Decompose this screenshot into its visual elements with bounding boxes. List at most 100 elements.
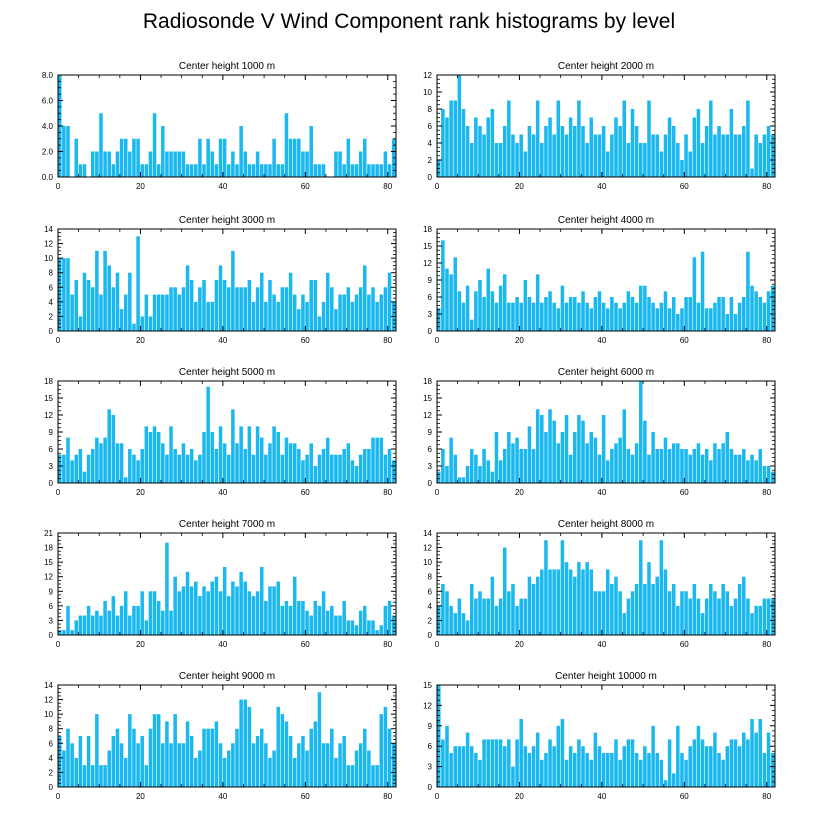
histogram-bar <box>457 598 462 635</box>
histogram-bar <box>255 151 260 177</box>
histogram-bar <box>457 291 462 331</box>
histogram-bar <box>445 466 449 483</box>
histogram-bar <box>194 301 198 331</box>
x-tick-label: 0 <box>435 488 440 497</box>
histogram-bar <box>280 714 285 787</box>
histogram-bar <box>511 584 515 635</box>
histogram-bar <box>626 291 631 331</box>
histogram-bar <box>540 569 544 635</box>
histogram-bar <box>387 272 392 331</box>
histogram-bar <box>713 443 717 483</box>
histogram-bar <box>457 75 462 177</box>
histogram-bar <box>696 598 701 635</box>
histogram-bar <box>482 134 486 177</box>
x-tick-label: 60 <box>301 488 310 497</box>
histogram-bar <box>350 301 355 331</box>
histogram-bar <box>688 151 692 177</box>
histogram-bar <box>297 449 301 483</box>
histogram-bar <box>354 625 359 635</box>
histogram-bar <box>527 753 532 787</box>
histogram-bar <box>696 302 701 331</box>
x-tick-label: 80 <box>762 336 771 345</box>
histogram-bar <box>292 757 297 787</box>
histogram-bar <box>478 466 482 483</box>
histogram-bar <box>449 274 453 331</box>
histogram-bar <box>268 443 272 483</box>
histogram-bar <box>152 113 157 177</box>
histogram-bar <box>441 449 445 483</box>
histogram-bar <box>99 765 103 787</box>
histogram-bar <box>325 610 330 635</box>
x-tick-label: 80 <box>762 792 771 801</box>
histogram-bar <box>371 164 375 177</box>
histogram-bar <box>523 746 528 787</box>
y-tick-label: 14 <box>423 529 432 538</box>
y-tick-label: 0 <box>49 479 54 488</box>
histogram-bar <box>725 432 730 483</box>
histogram-bar <box>568 297 573 331</box>
histogram-bar <box>173 449 177 483</box>
histogram-bar <box>82 615 87 635</box>
histogram-bar <box>243 287 248 331</box>
histogram-bar <box>334 151 338 177</box>
histogram-bar <box>762 302 767 331</box>
x-tick-label: 80 <box>383 488 392 497</box>
histogram-bar <box>198 138 202 177</box>
histogram-bar <box>363 265 367 331</box>
histogram-bar <box>251 596 256 635</box>
histogram-bar <box>449 100 453 177</box>
histogram-bar <box>78 615 83 635</box>
histogram-bar <box>527 576 532 635</box>
histogram-bar <box>202 728 206 787</box>
histogram-bar <box>276 706 280 787</box>
histogram-bar <box>148 316 153 331</box>
histogram-bar <box>709 308 713 331</box>
histogram-bar <box>564 415 569 483</box>
histogram-bar <box>474 291 478 331</box>
histogram-bar <box>119 743 124 787</box>
histogram-bar <box>354 294 359 331</box>
y-tick-label: 18 <box>423 225 432 234</box>
histogram-bar <box>95 714 99 787</box>
histogram-bar <box>437 308 441 331</box>
histogram-bar <box>618 759 622 787</box>
histogram-bar <box>202 164 206 177</box>
histogram-bar <box>519 134 523 177</box>
histogram-bar <box>717 449 721 483</box>
x-tick-label: 0 <box>435 182 440 191</box>
histogram-bar <box>231 409 235 483</box>
histogram-bar <box>255 591 260 635</box>
y-tick-label: 2 <box>428 156 433 165</box>
y-tick-label: 4 <box>49 298 54 307</box>
histogram-bar <box>247 280 252 331</box>
histogram-bar <box>667 591 672 635</box>
histogram-bar <box>111 287 116 331</box>
y-tick-label: 6.0 <box>42 97 54 106</box>
histogram-bar <box>301 151 305 177</box>
histogram-bar <box>363 449 367 483</box>
histogram-bar <box>156 164 161 177</box>
histogram-bar <box>622 409 627 483</box>
panel-title: Center height 7000 m <box>179 519 275 530</box>
y-tick-label: 4 <box>428 602 433 611</box>
histogram-bar <box>181 586 186 635</box>
histogram-bar <box>659 759 664 787</box>
histogram-bar <box>177 454 182 483</box>
histogram-bar <box>511 302 515 331</box>
histogram-bar <box>717 297 721 331</box>
histogram-bar <box>684 297 688 331</box>
histogram-bar <box>222 138 227 177</box>
histogram-bar <box>350 460 355 483</box>
histogram-bar <box>95 610 99 635</box>
histogram-bar <box>729 297 734 331</box>
histogram-bar <box>634 443 639 483</box>
x-tick-label: 60 <box>301 640 310 649</box>
histogram-bar <box>486 739 490 787</box>
x-tick-label: 40 <box>218 182 227 191</box>
histogram-bar <box>169 426 173 483</box>
histogram-bar <box>700 739 705 787</box>
histogram-bar <box>758 449 763 483</box>
histogram-bar <box>577 739 581 787</box>
histogram-bar <box>387 728 392 787</box>
panel-title: Center height 4000 m <box>558 215 654 226</box>
